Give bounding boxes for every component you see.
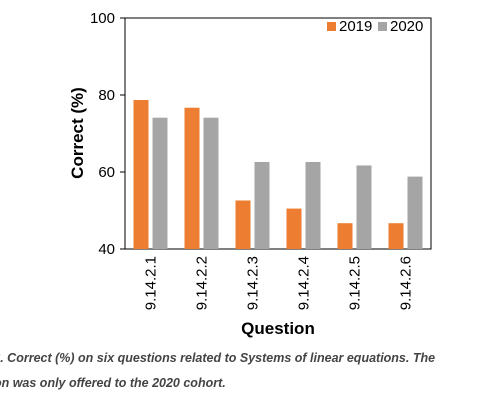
bar-2019-9.14.2.5	[337, 223, 353, 249]
bar-2019-9.14.2.3	[235, 200, 251, 249]
legend-label-2020: 2020	[390, 18, 423, 35]
bar-2019-9.14.2.6	[388, 223, 404, 249]
x-tick-label: 9.14.2.2	[194, 256, 211, 310]
plot-area-frame	[124, 17, 432, 250]
figure-caption-line-1: re 8. Correct (%) on six questions relat…	[0, 351, 436, 365]
x-tick-label: 9.14.2.4	[296, 256, 313, 310]
bar-2020-9.14.2.4	[305, 161, 321, 249]
legend-swatch-2020	[378, 22, 387, 31]
y-axis-title: Correct (%)	[68, 87, 87, 179]
x-axis-title: Question	[241, 319, 315, 338]
x-tick-label: 9.14.2.1	[143, 256, 160, 310]
y-tick-label: 60	[98, 164, 115, 181]
bar-2020-9.14.2.3	[254, 161, 270, 249]
bar-2019-9.14.2.2	[184, 107, 200, 249]
legend-label-2019: 2019	[339, 18, 372, 35]
figure-caption-line-2: utton was only offered to the 2020 cohor…	[0, 376, 226, 390]
legend-swatch-2019	[327, 22, 336, 31]
bar-2019-9.14.2.1	[133, 100, 149, 249]
bar-2020-9.14.2.2	[203, 117, 219, 249]
bar-chart: 40 60 80 100 9.14.2.1 9.14.2.2 9.14.2.3 9.14.2…	[68, 10, 432, 338]
bar-2020-9.14.2.1	[152, 117, 168, 249]
x-tick-label: 9.14.2.5	[347, 256, 364, 310]
bar-2020-9.14.2.5	[356, 165, 372, 249]
x-tick-label: 9.14.2.6	[398, 256, 415, 310]
y-tick-label: 40	[98, 241, 115, 258]
bar-2019-9.14.2.4	[286, 208, 302, 249]
bar-2020-9.14.2.6	[407, 176, 423, 249]
x-tick-label: 9.14.2.3	[245, 256, 262, 310]
y-tick-label: 100	[90, 10, 115, 27]
y-tick-label: 80	[98, 87, 115, 104]
